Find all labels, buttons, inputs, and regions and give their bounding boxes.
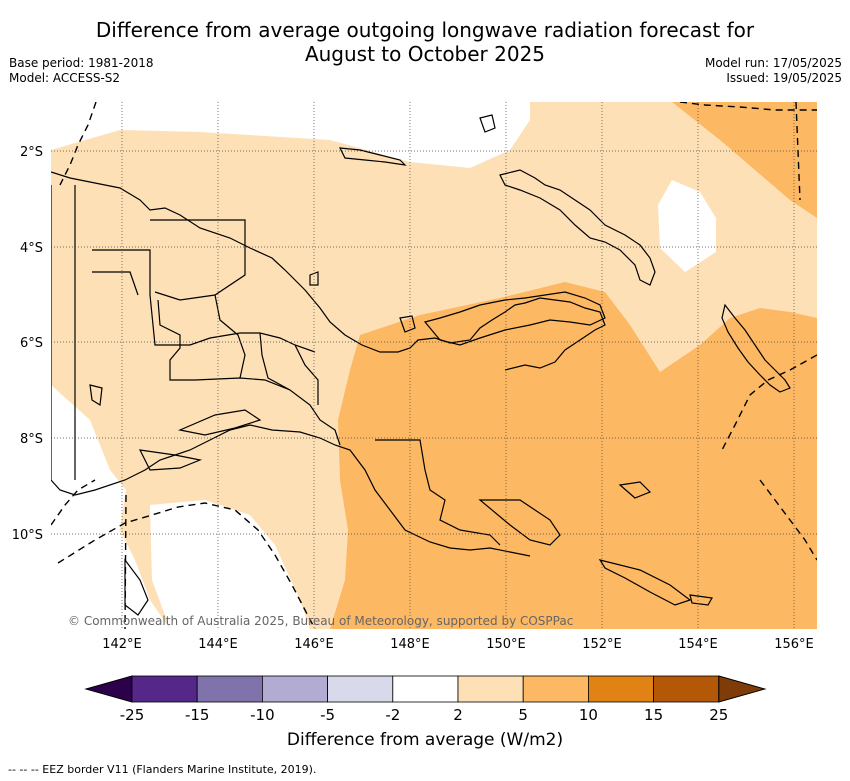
anomaly-5-10-region-northeast bbox=[672, 102, 817, 218]
colorbar-tick-label: 2 bbox=[453, 706, 463, 724]
colorbar-tick-label: 5 bbox=[518, 706, 528, 724]
lon-label: 146°E bbox=[294, 637, 334, 652]
near-average-region-southwest bbox=[51, 385, 170, 629]
map-area bbox=[51, 102, 817, 629]
colorbar-tick-label: 25 bbox=[709, 706, 728, 724]
colorbar-segment bbox=[522, 675, 589, 703]
colorbar-extend-low bbox=[84, 675, 133, 703]
colorbar-segment bbox=[457, 675, 524, 703]
colorbar-ticks: -25 -15 -10 -5 -2 2 5 10 15 25 bbox=[120, 706, 729, 724]
copyright-notice: © Commonwealth of Australia 2025, Bureau… bbox=[68, 614, 574, 628]
base-period: Base period: 1981-2018 bbox=[9, 56, 154, 70]
lon-label: 148°E bbox=[390, 637, 430, 652]
colorbar-segment bbox=[131, 675, 198, 703]
colorbar-tick-label: -15 bbox=[185, 706, 210, 724]
gridlines bbox=[51, 102, 817, 629]
colorbar-segment bbox=[588, 675, 655, 703]
lon-label: 156°E bbox=[774, 637, 814, 652]
map-title: Difference from average outgoing longwav… bbox=[0, 18, 850, 66]
title-line-2: August to October 2025 bbox=[304, 42, 546, 66]
lon-label: 144°E bbox=[198, 637, 238, 652]
lat-label: 8°S bbox=[20, 432, 43, 447]
near-average-region-south bbox=[150, 500, 310, 629]
colorbar-extend-high bbox=[718, 675, 767, 703]
lat-label: 10°S bbox=[12, 528, 43, 543]
coastlines bbox=[51, 114, 791, 616]
near-average-region-east bbox=[658, 180, 716, 272]
colorbar-tick-label: 15 bbox=[644, 706, 663, 724]
lat-label: 6°S bbox=[20, 336, 43, 351]
longitude-labels: 142°E 144°E 146°E 148°E 150°E 152°E 154°… bbox=[102, 637, 814, 652]
title-line-1: Difference from average outgoing longwav… bbox=[95, 18, 755, 42]
colorbar-tick-label: 10 bbox=[579, 706, 598, 724]
eez-footnote: -- -- -- EEZ border V11 (Flanders Marine… bbox=[8, 763, 317, 776]
colorbar-segment bbox=[653, 675, 720, 703]
model-name: Model: ACCESS-S2 bbox=[9, 71, 121, 85]
lat-label: 2°S bbox=[20, 145, 43, 160]
latitude-labels: 2°S 4°S 6°S 8°S 10°S bbox=[12, 145, 43, 543]
colorbar-segment bbox=[261, 675, 328, 703]
colorbar-segment bbox=[196, 675, 263, 703]
colorbar-title: Difference from average (W/m2) bbox=[286, 730, 564, 750]
model-info: Base period: 1981-2018 Model: ACCESS-S2 bbox=[9, 56, 154, 86]
near-average-region-north bbox=[51, 102, 530, 168]
lat-label: 4°S bbox=[20, 241, 43, 256]
colorbar bbox=[84, 675, 767, 703]
issued-date: Issued: 19/05/2025 bbox=[726, 71, 842, 85]
lon-label: 154°E bbox=[678, 637, 718, 652]
lon-label: 152°E bbox=[582, 637, 622, 652]
colorbar-tick-label: -25 bbox=[120, 706, 145, 724]
run-info: Model run: 17/05/2025 Issued: 19/05/2025 bbox=[705, 56, 842, 86]
lon-label: 150°E bbox=[486, 637, 526, 652]
colorbar-tick-label: -10 bbox=[250, 706, 275, 724]
anomaly-5-10-region-main bbox=[330, 282, 817, 629]
colorbar-segment bbox=[392, 675, 459, 703]
colorbar-tick-label: -2 bbox=[385, 706, 400, 724]
model-run: Model run: 17/05/2025 bbox=[704, 56, 842, 70]
lon-label: 142°E bbox=[102, 637, 142, 652]
colorbar-segment bbox=[327, 675, 394, 703]
colorbar-tick-label: -5 bbox=[320, 706, 335, 724]
